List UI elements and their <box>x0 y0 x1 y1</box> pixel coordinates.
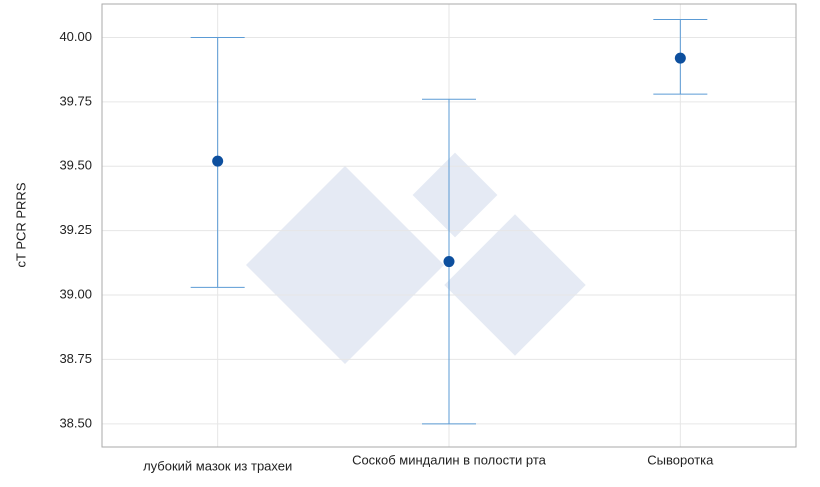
y-tick-label: 39.75 <box>59 93 92 108</box>
point <box>443 256 455 268</box>
watermark-shape <box>444 214 586 356</box>
watermark-shape <box>412 152 498 238</box>
point <box>212 155 224 167</box>
y-tick-label: 38.75 <box>59 351 92 366</box>
plot-frame <box>101 3 797 448</box>
x-tick-label: Соскоб миндалин в полости рта <box>352 452 547 467</box>
y-tick-label: 39.25 <box>59 222 92 237</box>
y-tick-label: 39.50 <box>59 158 92 173</box>
x-tick-label: лубокий мазок из трахеи <box>143 458 292 473</box>
y-tick-label: 39.00 <box>59 286 92 301</box>
y-axis-label: cT PCR PRRS <box>13 182 28 267</box>
x-tick-label: Сыворотка <box>647 452 714 467</box>
y-tick-label: 38.50 <box>59 415 92 430</box>
y-tick-label: 40.00 <box>59 29 92 44</box>
watermark-shape <box>246 166 444 364</box>
watermark <box>246 152 586 364</box>
point <box>674 52 686 64</box>
